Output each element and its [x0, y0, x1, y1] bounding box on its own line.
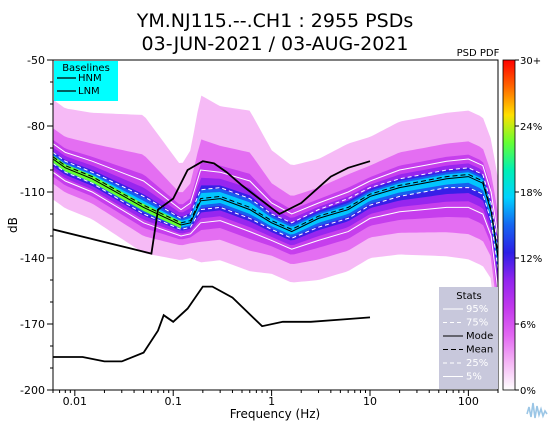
stats-line-95pct — [53, 143, 498, 237]
stats-legend-title: Stats — [456, 291, 482, 302]
y-tick-label: -140 — [20, 252, 45, 265]
legend-label-stat: 75% — [466, 318, 488, 329]
baselines-legend: Baselines HNM LNM — [54, 61, 118, 101]
density-band — [53, 153, 498, 269]
baseline-lnm — [53, 285, 371, 363]
density-band — [53, 151, 498, 276]
logo-icon — [526, 402, 548, 422]
legend-label-stat: 25% — [466, 358, 488, 369]
y-tick-label: -50 — [27, 54, 45, 67]
colorbar-tick-label: 0% — [520, 386, 536, 397]
colorbar-tick-label: 12% — [520, 254, 542, 265]
x-tick-label: 100 — [458, 395, 479, 408]
x-tick-label: 10 — [363, 395, 377, 408]
colorbar-tick-label: 18% — [520, 188, 542, 199]
legend-label-stat: 95% — [466, 304, 488, 315]
legend-label-lnm: LNM — [78, 86, 100, 97]
stats-line-25pct — [53, 162, 498, 270]
y-tick-label: -200 — [20, 384, 45, 397]
legend-label-stat: Mode — [466, 331, 493, 342]
colorbar — [502, 59, 516, 391]
legend-label-hnm: HNM — [78, 73, 102, 84]
stats-line-mode — [53, 158, 498, 259]
legend-label-stat: Mean — [466, 345, 493, 356]
y-axis: -50 -80 -110 -140 -170 -200 — [20, 54, 53, 397]
x-axis-label: Frequency (Hz) — [230, 407, 321, 421]
y-axis-label: dB — [6, 217, 20, 233]
stats-legend: Stats 95% 75% Mode Mean 25% 5% — [439, 287, 498, 389]
colorbar-tick-label: 24% — [520, 122, 542, 133]
baselines-legend-title: Baselines — [62, 63, 110, 74]
y-tick-label: -110 — [20, 186, 45, 199]
stats-lines — [53, 143, 498, 292]
chart-subtitle: 03-JUN-2021 / 03-AUG-2021 — [142, 33, 409, 55]
x-tick-label: 0.1 — [164, 395, 182, 408]
x-tick-label: 1 — [268, 395, 275, 408]
stats-line-mean — [53, 156, 498, 254]
y-tick-label: -80 — [27, 120, 45, 133]
x-axis: 0.01 0.1 1 10 100 — [52, 390, 499, 408]
stats-line-75pct — [53, 151, 498, 248]
plot-frame — [52, 59, 499, 391]
y-tick-label: -170 — [20, 318, 45, 331]
colorbar-ticks: 0% 6% 12% 18% 24% 30+ — [515, 56, 542, 397]
legend-label-stat: 5% — [466, 372, 482, 383]
baseline-hnm — [53, 160, 371, 255]
x-tick-label: 0.01 — [63, 395, 88, 408]
colorbar-title: PSD PDF — [457, 48, 500, 59]
stats-legend-box — [439, 287, 498, 389]
chart-title: YM.NJ115.--.CH1 : 2955 PSDs — [136, 10, 413, 32]
colorbar-tick-label: 30+ — [520, 56, 541, 67]
baseline-lines — [53, 160, 371, 363]
colorbar-tick-label: 6% — [520, 320, 536, 331]
psd-density-heatmap — [53, 95, 498, 346]
baselines-legend-box — [54, 61, 118, 101]
